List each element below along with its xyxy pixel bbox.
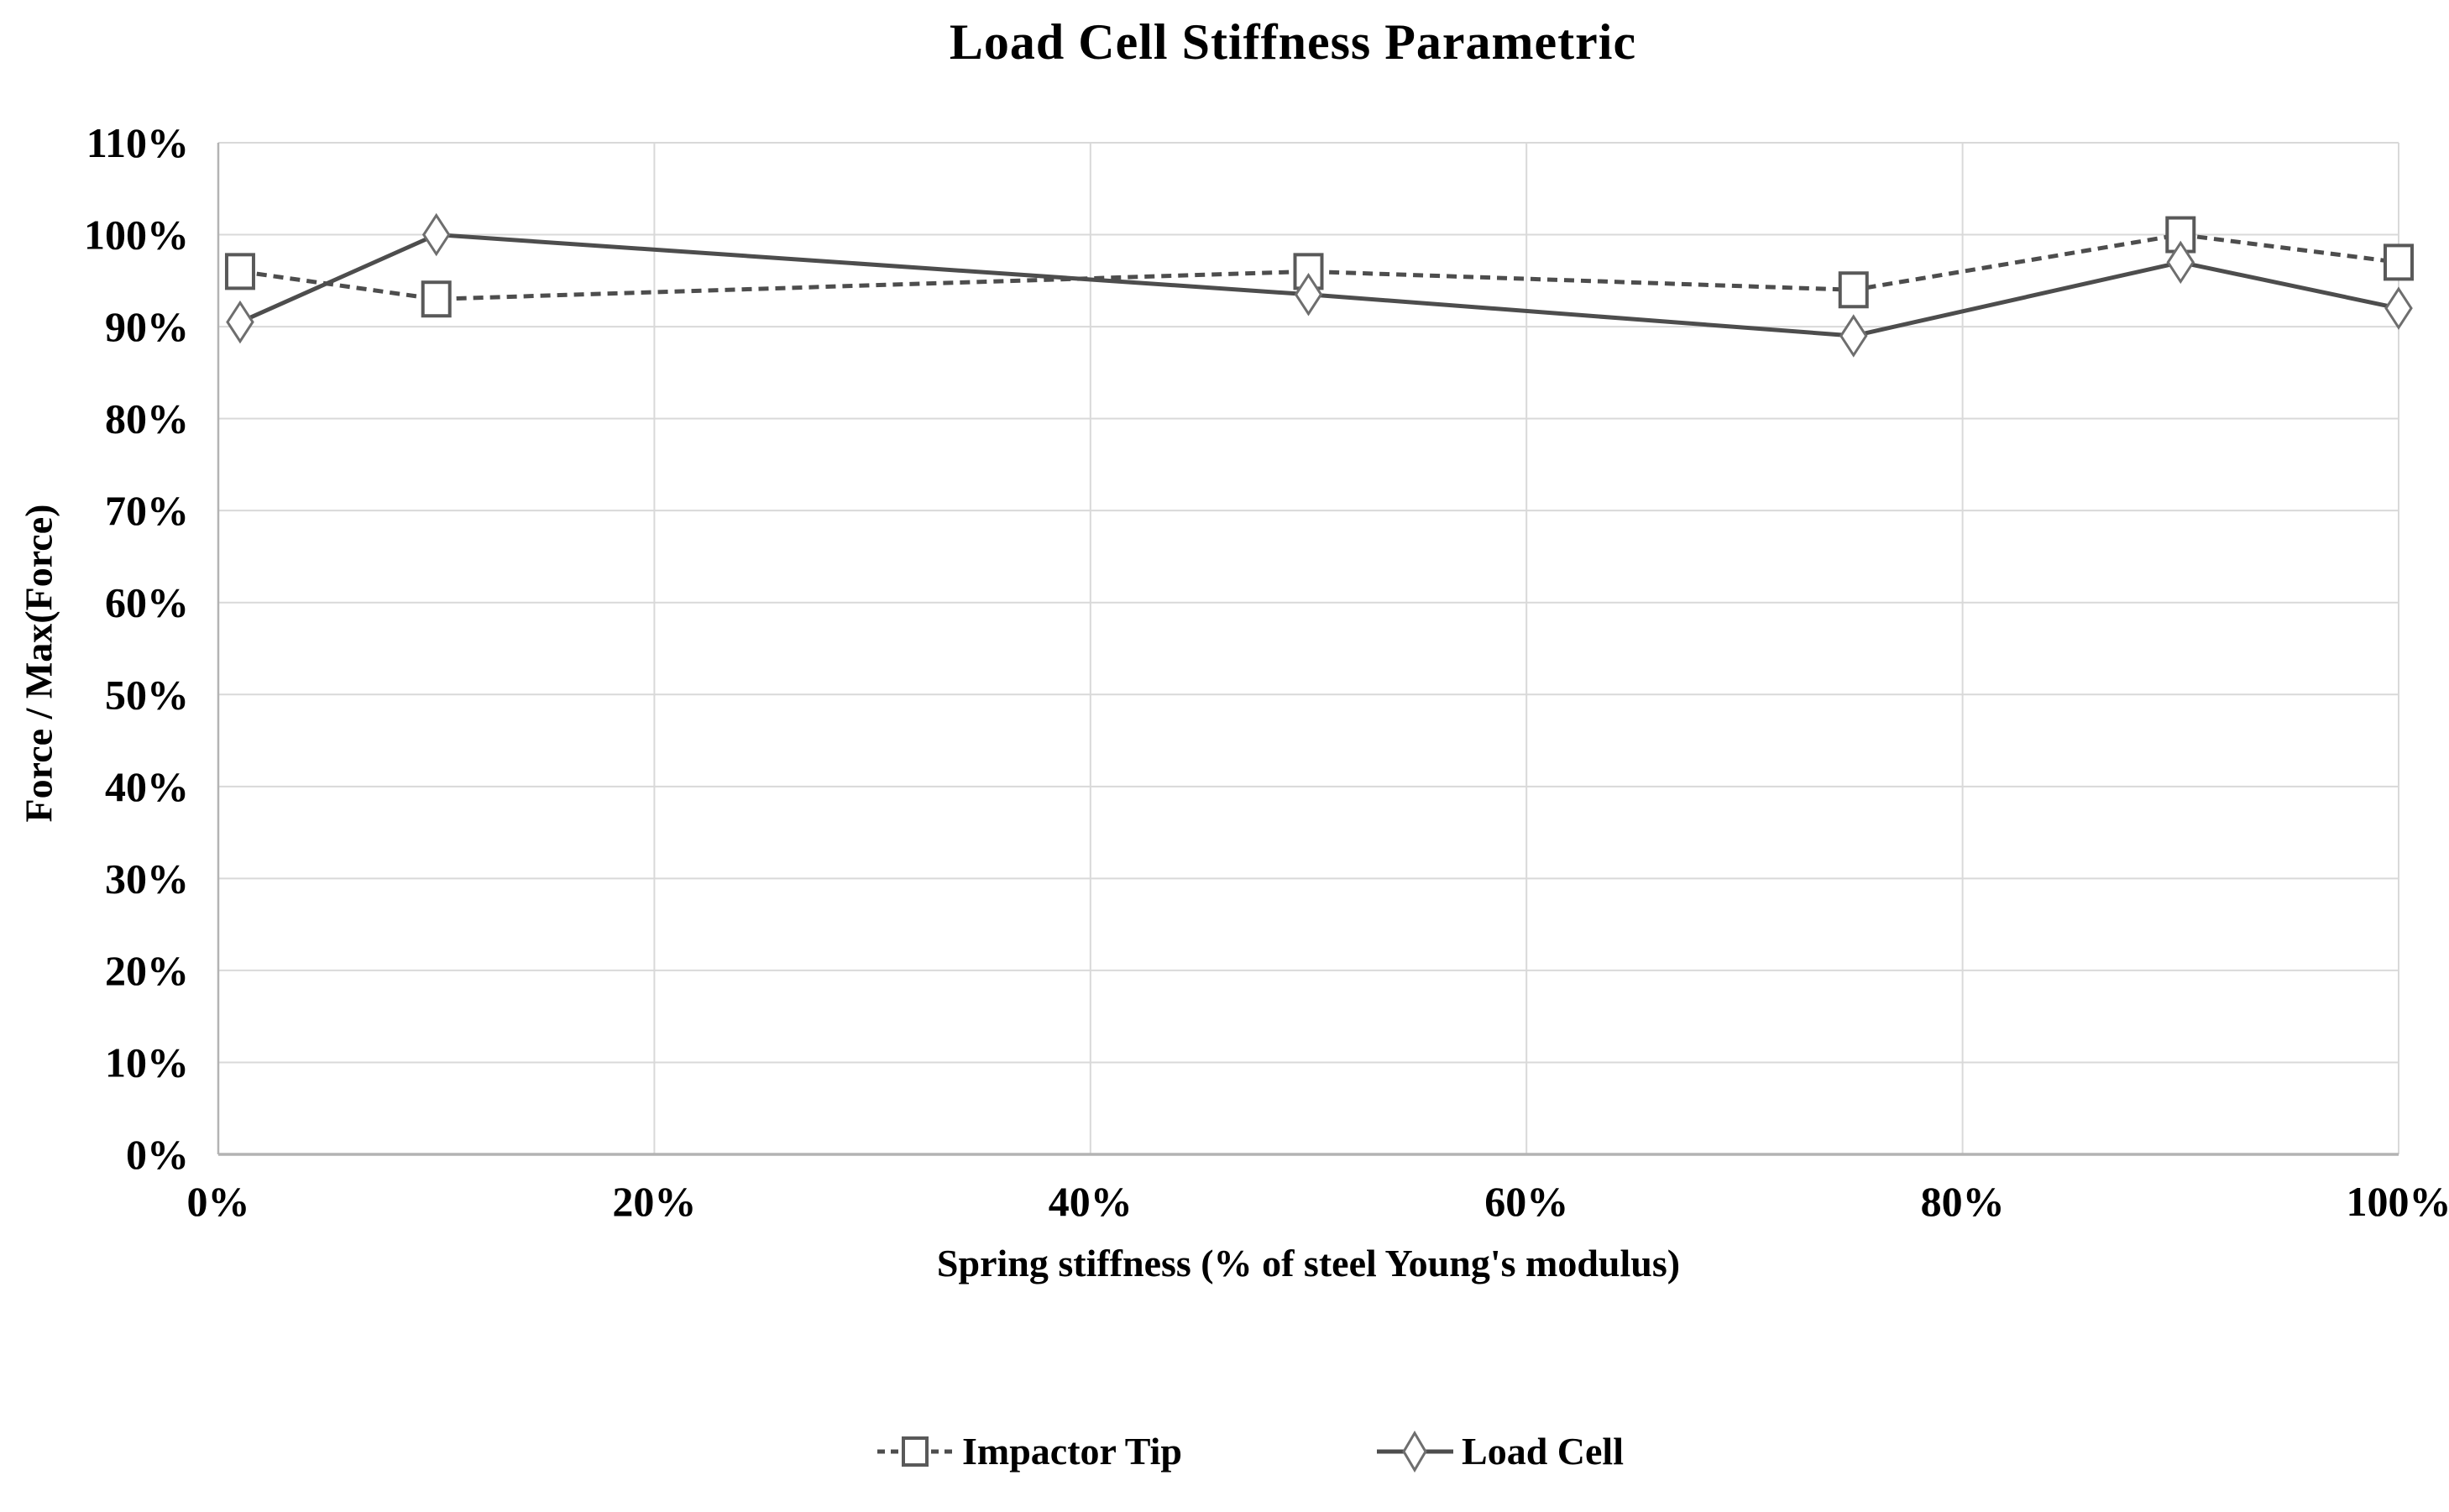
y-tick-label: 20%: [105, 947, 189, 994]
marker-diamond: [2384, 286, 2413, 330]
legend-label-impactor-tip: Impactor Tip: [962, 1430, 1183, 1473]
y-tick-label: 10%: [105, 1039, 189, 1086]
series-line-load-cell: [238, 233, 2399, 338]
x-tick-label: 100%: [2347, 1178, 2449, 1225]
y-tick-label: 40%: [105, 763, 189, 810]
y-tick-label: 110%: [86, 119, 189, 166]
y-tick-label: 70%: [105, 487, 189, 534]
marker-diamond: [2166, 240, 2195, 285]
x-tick-label: 60%: [1484, 1178, 1568, 1225]
marker-square: [224, 253, 255, 290]
legend-item-load-cell: Load Cell: [1375, 1429, 1624, 1473]
marker-diamond: [226, 300, 254, 344]
marker-diamond: [1294, 273, 1323, 317]
marker-diamond: [1839, 314, 1868, 358]
marker-square: [2384, 243, 2414, 281]
y-tick-label: 100%: [84, 212, 189, 259]
legend-label-load-cell: Load Cell: [1462, 1430, 1624, 1473]
x-axis-title: Spring stiffness (% of steel Young's mod…: [936, 1242, 1681, 1284]
legend-marker-square-dashed-icon: [877, 1436, 954, 1467]
y-tick-label: 80%: [105, 395, 189, 442]
marker-diamond: [421, 212, 451, 257]
x-tick-label: 20%: [612, 1178, 696, 1225]
square-marker-icon: [902, 1436, 929, 1467]
y-tick-label: 30%: [105, 855, 189, 902]
y-tick-label: 50%: [105, 671, 189, 718]
x-tick-label: 0%: [187, 1178, 250, 1225]
legend-marker-diamond-solid-icon: [1377, 1430, 1454, 1473]
x-tick-label: 40%: [1049, 1178, 1133, 1225]
marker-square: [1838, 271, 1869, 309]
chart-title: Load Cell Stiffness Parametric: [949, 14, 1637, 70]
diamond-marker-icon: [1402, 1430, 1427, 1473]
y-tick-label: 90%: [105, 303, 189, 350]
series-line-impactor-tip: [239, 233, 2399, 301]
x-tick-label: 80%: [1921, 1178, 2005, 1225]
marker-square: [421, 280, 452, 318]
legend: Impactor Tip Load Cell: [25, 1429, 2449, 1473]
legend-item-impactor-tip: Impactor Tip: [876, 1429, 1182, 1473]
y-tick-label: 60%: [105, 579, 189, 626]
y-tick-label: 0%: [126, 1131, 189, 1178]
